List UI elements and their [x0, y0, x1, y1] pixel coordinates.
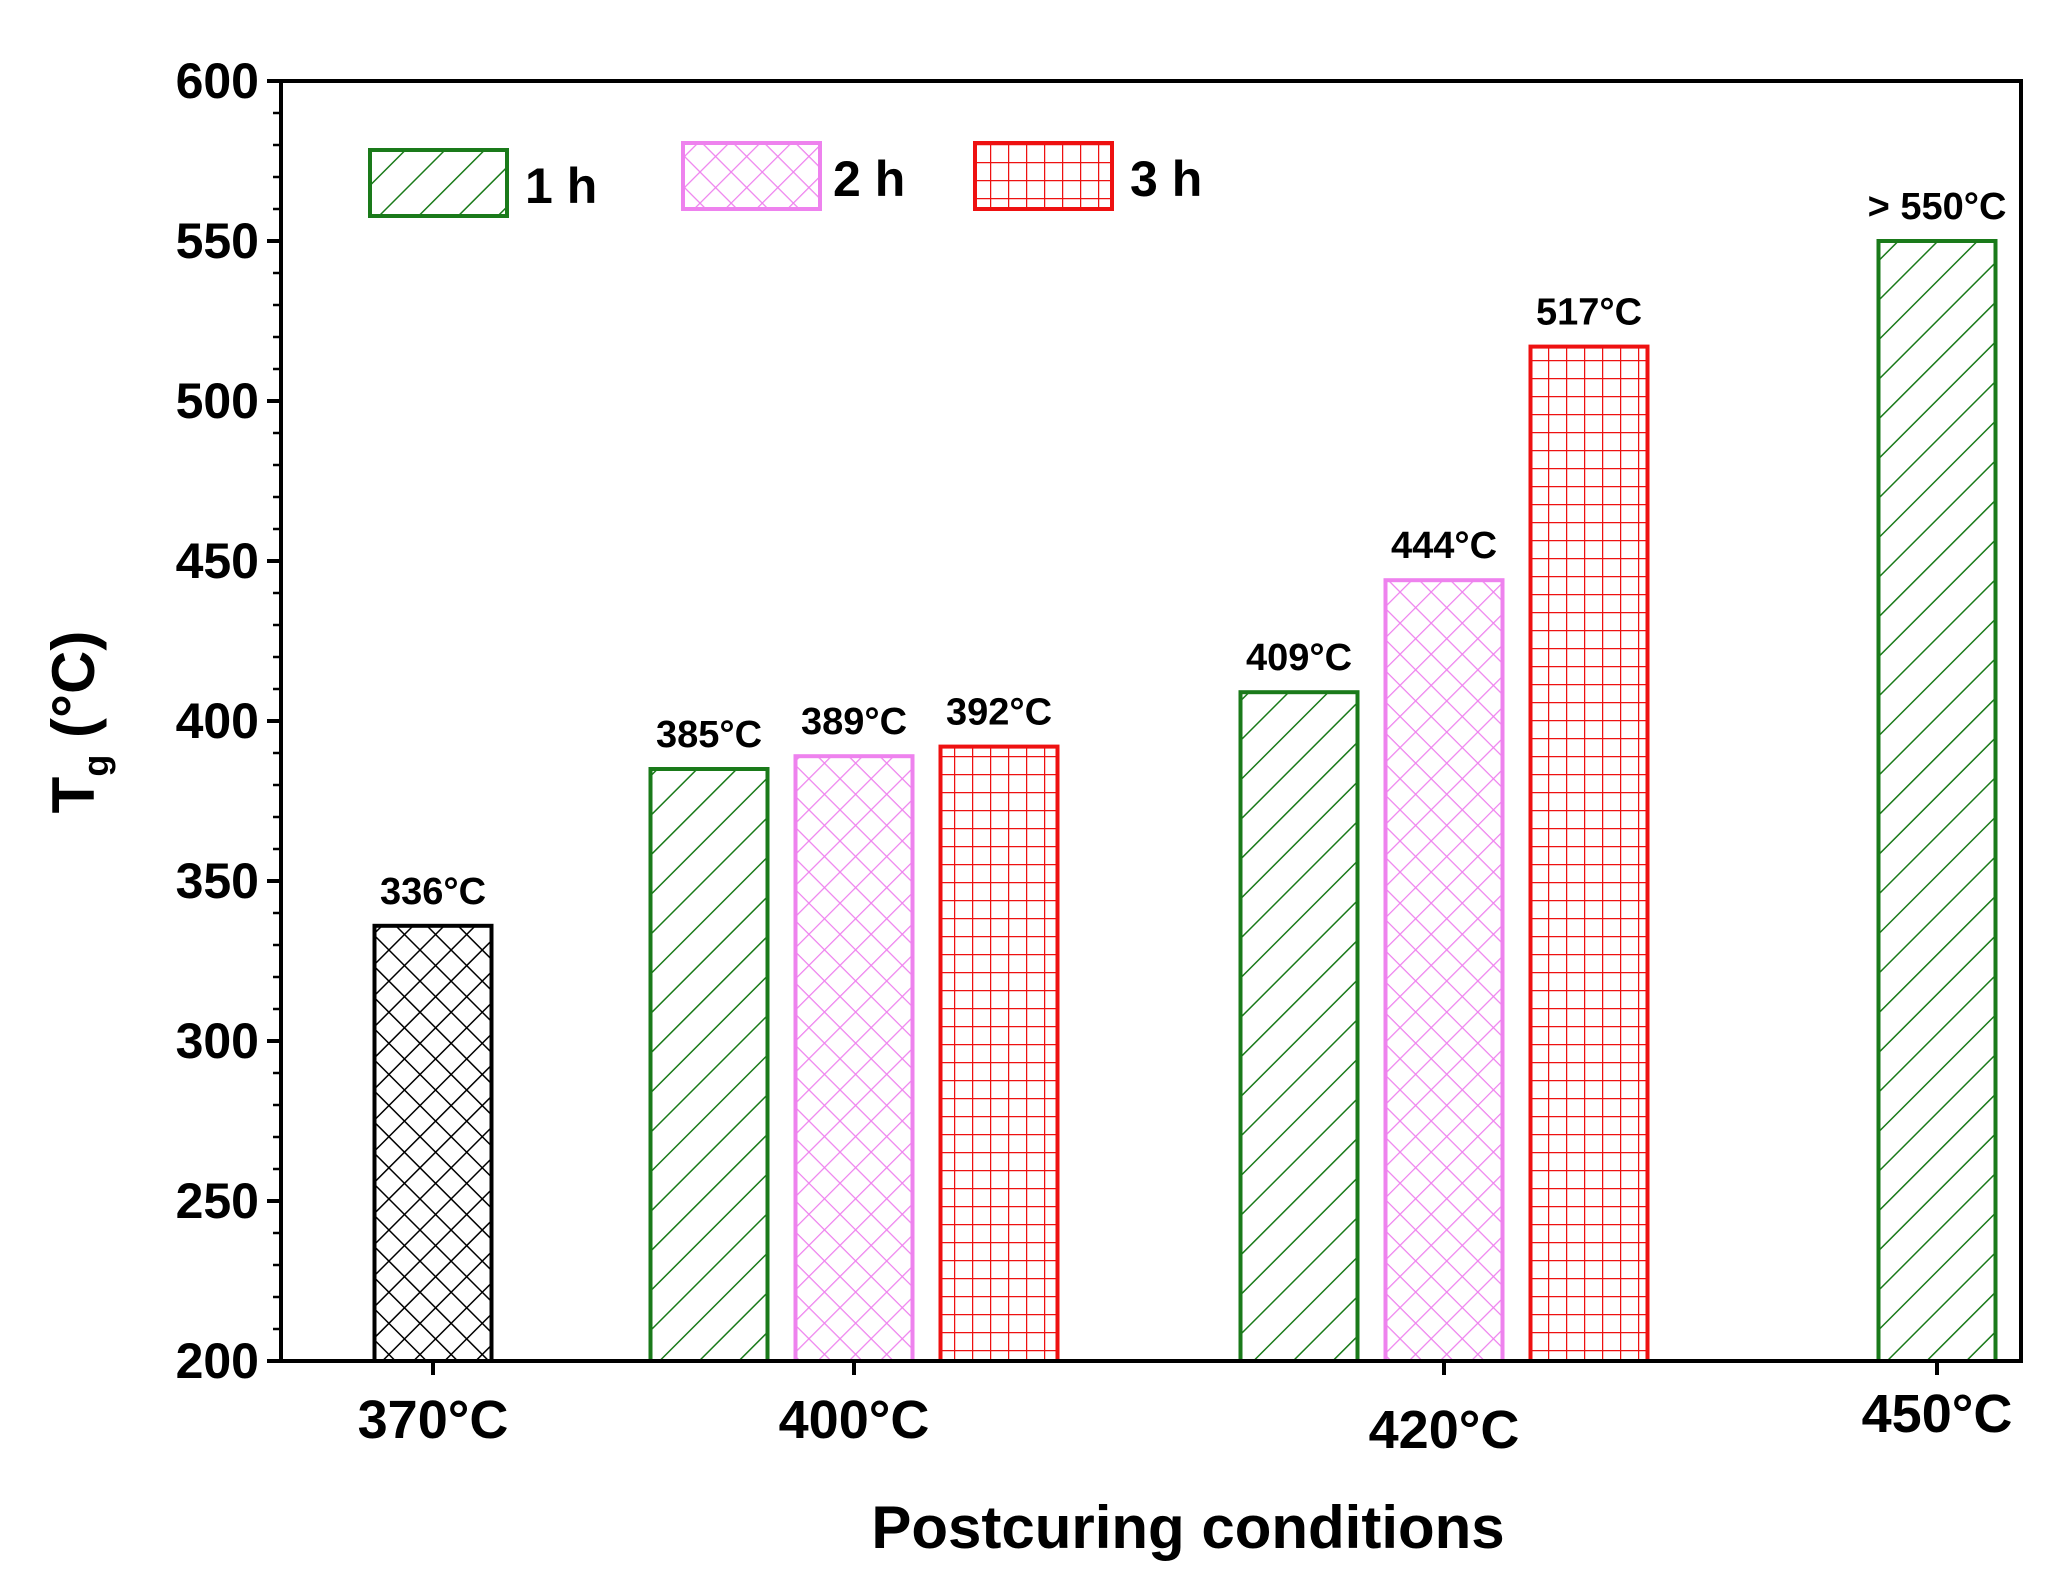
legend-swatch-1-h — [368, 148, 509, 218]
bar-label-400-c-1-h: 385°C — [656, 714, 762, 756]
bar-labels-group: 336°C 385°C 389°C 392°C 409°C 444°C 517°C > 550… — [380, 186, 2006, 913]
y-tick-label-400: 400 — [176, 693, 259, 749]
y-axis-ticks: 200 250 300 350 400 450 500 550 600 — [176, 53, 281, 1389]
y-axis-title-subscript: g — [75, 755, 116, 777]
legend-label-3-h: 3 h — [1130, 151, 1202, 207]
bar-label-420-c-3-h: 517°C — [1536, 292, 1642, 334]
x-tick-label-420-c: 420°C — [1369, 1400, 1520, 1460]
y-axis-title: Tg (°C) — [40, 631, 116, 814]
y-tick-label-600: 600 — [176, 53, 259, 109]
x-tick-label-450-c: 450°C — [1862, 1384, 2013, 1444]
y-tick-label-550: 550 — [176, 213, 259, 269]
legend-label-1-h: 1 h — [525, 158, 597, 214]
y-tick-label-350: 350 — [176, 853, 259, 909]
bar-370-c-reference — [372, 923, 494, 1363]
x-tick-label-370-c: 370°C — [358, 1390, 509, 1450]
y-axis-title-main: T — [40, 777, 107, 814]
bar-label-370-c-reference: 336°C — [380, 871, 486, 913]
x-tick-label-400-c: 400°C — [779, 1390, 930, 1450]
bar-420-c-1-h — [1238, 690, 1360, 1363]
y-tick-label-200: 200 — [176, 1333, 259, 1389]
bar-label-400-c-2-h: 389°C — [801, 701, 907, 743]
bar-label-420-c-1-h: 409°C — [1246, 637, 1352, 679]
y-tick-label-300: 300 — [176, 1013, 259, 1069]
x-axis-title: Postcuring conditions — [871, 1494, 1504, 1561]
y-tick-label-450: 450 — [176, 533, 259, 589]
y-tick-label-250: 250 — [176, 1173, 259, 1229]
bar-420-c-3-h — [1528, 344, 1650, 1364]
bar-450-c-1-h — [1876, 239, 1998, 1363]
x-axis-ticks: 370°C 400°C 420°C 450°C — [358, 1361, 2013, 1460]
bar-400-c-1-h — [648, 767, 770, 1363]
legend-label-2-h: 2 h — [833, 151, 905, 207]
bar-400-c-2-h — [793, 754, 915, 1363]
y-axis-title-unit: (°C) — [40, 631, 107, 755]
y-tick-label-500: 500 — [176, 373, 259, 429]
legend-swatch-2-h — [681, 141, 822, 211]
bar-label-420-c-2-h: 444°C — [1391, 525, 1497, 567]
bar-label-400-c-3-h: 392°C — [946, 692, 1052, 734]
legend-swatch-3-h — [973, 141, 1114, 211]
bar-400-c-3-h — [938, 744, 1060, 1363]
bar-label-450-c-1-h: > 550°C — [1868, 186, 2007, 228]
plot-area-frame — [279, 79, 2023, 1363]
bar-420-c-2-h — [1383, 578, 1505, 1363]
legend: 1 h 2 h 3 h — [368, 141, 1202, 218]
bars-group — [372, 239, 1998, 1364]
